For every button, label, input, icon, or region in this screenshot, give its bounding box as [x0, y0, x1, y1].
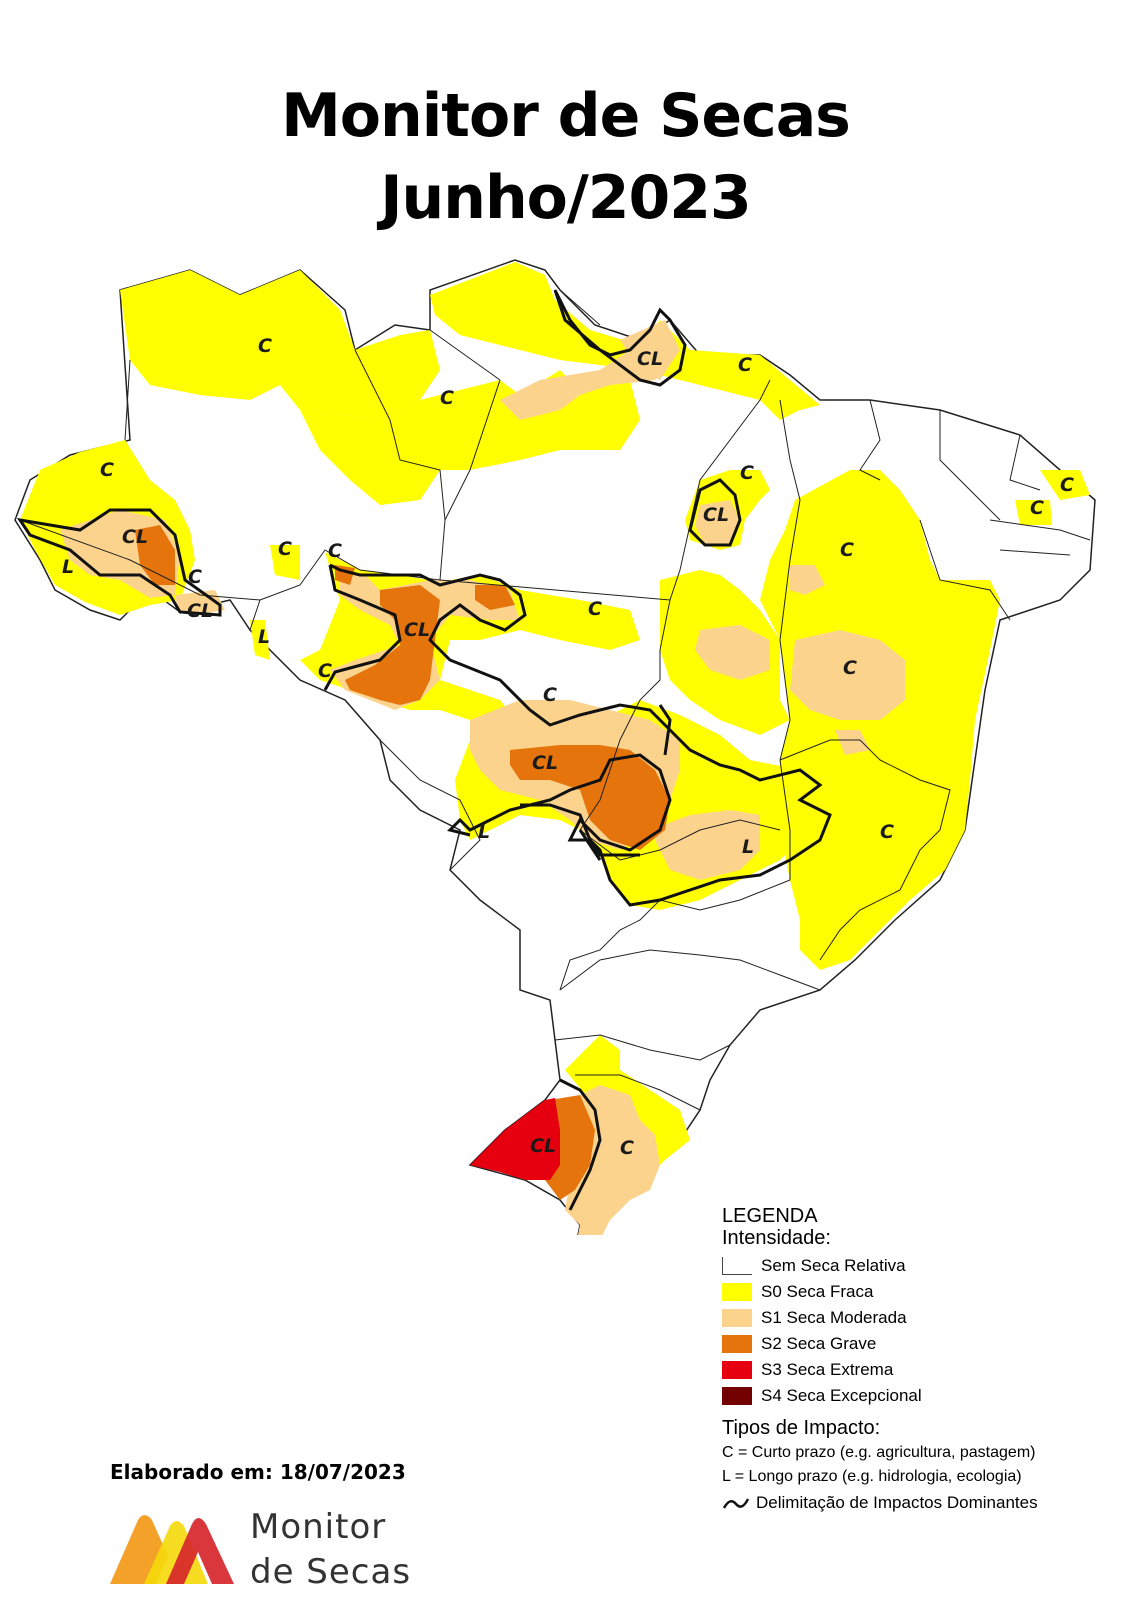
elaboration-date: Elaborado em: 18/07/2023 [110, 1460, 406, 1484]
impact-short-term: C = Curto prazo (e.g. agricultura, pasta… [722, 1444, 1036, 1461]
brand-name-line1: Monitor [250, 1507, 387, 1547]
impact-label: CL [703, 504, 729, 526]
impact-label: C [278, 538, 292, 560]
legend-swatch [722, 1387, 752, 1405]
legend: LEGENDA Intensidade: Sem Seca Relativa S… [722, 1205, 1122, 1517]
legend-item: Sem Seca Relativa [722, 1253, 1122, 1279]
impact-label: C [738, 354, 752, 376]
impact-label: L [258, 626, 270, 648]
impact-label: CL [122, 526, 148, 548]
impact-label: CL [637, 348, 663, 370]
legend-label: S3 Seca Extrema [761, 1360, 894, 1379]
impact-label: C [588, 598, 602, 620]
impact-label: C [318, 660, 332, 682]
delimitation-line-icon [722, 1498, 750, 1509]
impact-label: C [880, 821, 894, 843]
impact-delimitation-lines [16, 289, 832, 1211]
brand-name-line2: de Secas [250, 1552, 412, 1592]
impact-label: CL [532, 752, 558, 774]
impact-label: L [62, 556, 74, 578]
legend-swatch [722, 1309, 752, 1327]
page-title: Monitor de Secas [281, 81, 851, 151]
impact-label: C [543, 684, 557, 706]
impact-long-term: L = Longo prazo (e.g. hidrologia, ecolog… [722, 1468, 1022, 1485]
page-subtitle: Junho/2023 [380, 163, 752, 233]
impact-label: C [1060, 474, 1074, 496]
impact-label: C [188, 566, 202, 588]
legend-swatch [722, 1361, 752, 1379]
impact-label: CL [404, 619, 430, 641]
legend-item: S0 Seca Fraca [722, 1279, 1122, 1305]
legend-swatch [722, 1257, 752, 1275]
impact-label: C [328, 540, 342, 562]
s3-area [470, 1098, 560, 1180]
legend-label: S1 Seca Moderada [761, 1308, 907, 1327]
impact-label: C [840, 539, 854, 561]
legend-item: S1 Seca Moderada [722, 1305, 1122, 1331]
brazil-drought-map: C C C C CL C C CL C C CL L C CL C C C L … [14, 259, 1096, 1235]
impact-label: C [1030, 497, 1044, 519]
legend-label: S4 Seca Excepcional [761, 1386, 922, 1405]
impact-label: C [843, 657, 857, 679]
legend-title: LEGENDA [722, 1205, 818, 1227]
impact-label: C [258, 335, 272, 357]
legend-item: S4 Seca Excepcional [722, 1383, 1122, 1409]
legend-swatch [722, 1283, 752, 1301]
impact-labels: C C C C CL C C CL C C CL L C CL C C C L … [62, 335, 1074, 1159]
impact-label: C [740, 462, 754, 484]
impact-types-title: Tipos de Impacto: [722, 1417, 881, 1439]
legend-swatch [722, 1335, 752, 1353]
legend-label: S2 Seca Grave [761, 1334, 877, 1353]
legend-subtitle: Intensidade: [722, 1227, 831, 1249]
impact-label: CL [530, 1135, 556, 1157]
legend-item: S3 Seca Extrema [722, 1357, 1122, 1383]
delimitation-label: Delimitação de Impactos Dominantes [756, 1493, 1038, 1512]
impact-label: C [100, 459, 114, 481]
monitor-de-secas-logo [110, 1515, 234, 1584]
delimitation-item: Delimitação de Impactos Dominantes [722, 1489, 1122, 1517]
impact-label: C [440, 387, 454, 409]
legend-label: Sem Seca Relativa [761, 1256, 906, 1275]
impact-label: L [478, 821, 490, 843]
legend-item: S2 Seca Grave [722, 1331, 1122, 1357]
state-boundaries [19, 289, 1091, 1111]
impact-label: CL [187, 600, 213, 622]
legend-label: S0 Seca Fraca [761, 1282, 874, 1301]
impact-label: L [742, 836, 754, 858]
impact-label: C [620, 1137, 634, 1159]
